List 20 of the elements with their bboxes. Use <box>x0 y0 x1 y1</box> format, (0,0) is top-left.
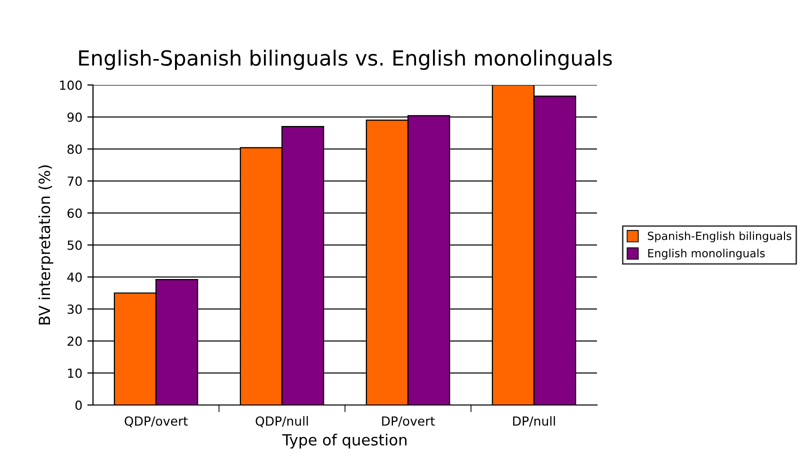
legend-label: Spanish-English bilinguals <box>648 231 792 242</box>
y-tick-label: 20 <box>68 336 82 346</box>
y-tick-label: 50 <box>68 240 82 250</box>
x-tick-label: DP/null <box>513 416 555 427</box>
chart-title: English-Spanish bilinguals vs. English monolinguals <box>79 50 612 70</box>
y-axis-title: BV interpretation (%) <box>38 165 54 324</box>
x-tick-label: QDP/null <box>256 416 308 428</box>
x-tick-label: DP/overt <box>382 416 435 427</box>
y-tick-label: 60 <box>68 208 82 218</box>
y-tick-label: 80 <box>68 144 82 154</box>
x-tick-label: QDP/overt <box>124 416 188 428</box>
y-tick-label: 70 <box>68 176 82 186</box>
y-tick-label: 30 <box>68 304 82 314</box>
legend-label: English monolinguals <box>648 248 765 260</box>
x-axis-title: Type of question <box>282 434 406 449</box>
y-tick-label: 90 <box>67 112 82 122</box>
y-tick-label: 10 <box>68 368 82 378</box>
y-tick-label: 40 <box>67 272 82 282</box>
y-tick-label: 100 <box>60 80 82 90</box>
y-tick-label: 0 <box>75 400 82 410</box>
